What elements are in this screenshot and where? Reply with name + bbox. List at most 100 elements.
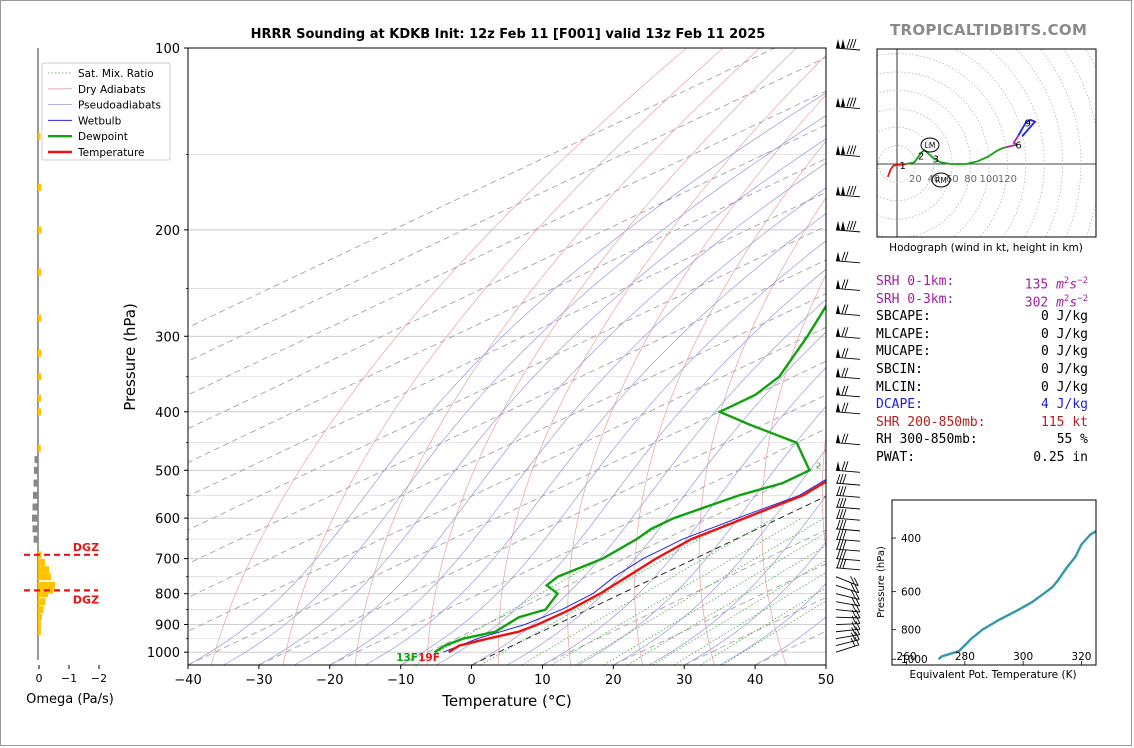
pseudoadiabat: [188, 92, 826, 665]
pseudoadiabat: [329, 187, 826, 665]
legend-label: Pseudoadiabats: [78, 100, 161, 112]
legend-label: Dry Adiabats: [78, 84, 146, 96]
wind-barb: [835, 583, 860, 594]
hodograph-ring: [1015, 49, 1063, 237]
theta-e-x-tick-label: 260: [897, 651, 917, 663]
wind-barb: [835, 279, 861, 291]
omega-bar: [32, 503, 38, 511]
index-label: SBCIN:: [876, 361, 923, 377]
theta-e-y-tick-label: 600: [901, 587, 921, 599]
surface-dewpoint-label: 13F: [396, 652, 418, 664]
pseudoadiabat: [365, 213, 826, 665]
wind-barb: [835, 631, 860, 646]
omega-bar: [38, 590, 48, 598]
wind-barb: [835, 348, 861, 360]
index-label: SRH 0-1km:: [876, 274, 955, 289]
legend-box: [41, 62, 171, 161]
mixing-ratio-line: [574, 517, 825, 665]
x-tick-label: 50: [818, 673, 835, 688]
x-tick-label: 10: [534, 673, 551, 688]
wind-barb: [835, 304, 861, 316]
pseudoadiabat: [258, 138, 826, 665]
chart-title: HRRR Sounding at KDKB Init: 12z Feb 11 […: [250, 27, 766, 42]
omega-bar: [38, 573, 51, 581]
index-row: MLCIN: 0 J/kg: [876, 379, 1096, 397]
dry-adiabat: [698, 197, 826, 665]
y-tick-label: 900: [155, 619, 180, 634]
index-label: SBCAPE:: [876, 309, 931, 325]
index-label: SHR 200-850mb:: [876, 414, 986, 430]
index-row: SBCAPE: 0 J/kg: [876, 308, 1096, 326]
pseudoadiabat: [542, 366, 826, 665]
omega-tick-label: 0: [36, 672, 43, 685]
omega-bar: [38, 183, 42, 191]
hodograph-height-label: 9: [1025, 119, 1031, 130]
dry-adiabat: [210, 48, 687, 665]
skewt-ticks: −40 −30 −20 −10 0 10 20 30 40 50 100 200 300 400 500 60…: [147, 42, 834, 688]
mixing-ratio-line: [721, 600, 826, 665]
index-row: MUCAPE: 0 J/kg: [876, 343, 1096, 361]
mixing-ratio-line: [626, 545, 826, 665]
hodograph-height-label: 2: [918, 152, 924, 163]
wind-barb: [835, 433, 861, 446]
hodograph-ring: [988, 49, 1045, 237]
index-value: 0 J/kg: [1041, 309, 1088, 325]
dry-adiabat: [567, 94, 826, 665]
wind-barb: [835, 97, 861, 110]
hodograph-ring-label: 20: [909, 174, 922, 185]
x-tick-label: −30: [245, 673, 272, 688]
dry-adiabat: [821, 433, 826, 553]
wetbulb-line: [442, 478, 826, 653]
pseudoadiabat: [506, 331, 826, 665]
wind-barb: [835, 145, 861, 157]
index-row: SRH 0-3km: 302 m2s−2: [876, 291, 1096, 310]
omega-bar: [38, 226, 42, 234]
omega-bar: [38, 349, 42, 357]
y-tick-label: 600: [155, 512, 180, 527]
wind-barb: [835, 327, 861, 339]
y-tick-label: 700: [155, 553, 180, 568]
mixing-ratio-line: [551, 517, 802, 665]
theta-e-x-tick-label: 280: [955, 651, 975, 663]
wind-barb: [835, 497, 861, 510]
index-value: 302 m2s−2: [1024, 293, 1088, 310]
index-row: SHR 200-850mb: 115 kt: [876, 414, 1096, 432]
dry-adiabat: [426, 48, 797, 665]
storm-motion-marker: [931, 172, 951, 188]
y-tick-label: 100: [155, 42, 180, 57]
omega-tick-label: −1: [61, 672, 77, 685]
wind-barb: [835, 486, 861, 498]
theta-e-y-tick-label: 1000: [901, 654, 928, 666]
omega-bar: [38, 373, 42, 381]
hodograph-ring-label: 80: [964, 174, 977, 185]
omega-bar: [38, 598, 46, 606]
theta-e-panel: 260 280 300 320 400 600 800 1000 Equivalent Pot…: [876, 499, 1097, 681]
index-value: 0 J/kg: [1041, 326, 1088, 342]
hodograph-segment-6-9km: [1005, 135, 1020, 149]
mixing-ratio-label: 36: [1119, 461, 1129, 470]
omega-bar: [38, 132, 41, 140]
index-row: MLCAPE: 0 J/kg: [876, 326, 1096, 344]
hodograph-ring-label: 40: [927, 174, 940, 185]
brand-watermark: TROPICALTIDBITS.COM: [890, 21, 1088, 39]
skewt-frame: [187, 47, 827, 666]
legend-label: Temperature: [77, 147, 145, 159]
omega-bar: [38, 408, 41, 416]
omega-bar: [33, 491, 38, 499]
omega-bar: [34, 466, 38, 474]
hodograph-segment-1-6km: [906, 146, 1006, 165]
wind-barb: [835, 615, 861, 626]
dry-adiabat: [498, 54, 826, 665]
index-value: 115 kt: [1041, 414, 1088, 430]
wind-barb: [835, 626, 861, 640]
y-tick-label: 200: [155, 224, 180, 239]
dry-adiabat: [1100, 48, 1134, 665]
y-axis-label: Pressure (hPa): [121, 303, 139, 411]
wind-barb: [835, 220, 861, 233]
wind-barb: [835, 38, 861, 51]
hodograph-segment-9km-plus: [1017, 118, 1037, 137]
pseudoadiabat: [471, 299, 826, 665]
mixing-ratio-line: [480, 517, 736, 665]
theta-e-x-tick-label: 320: [1071, 651, 1091, 663]
